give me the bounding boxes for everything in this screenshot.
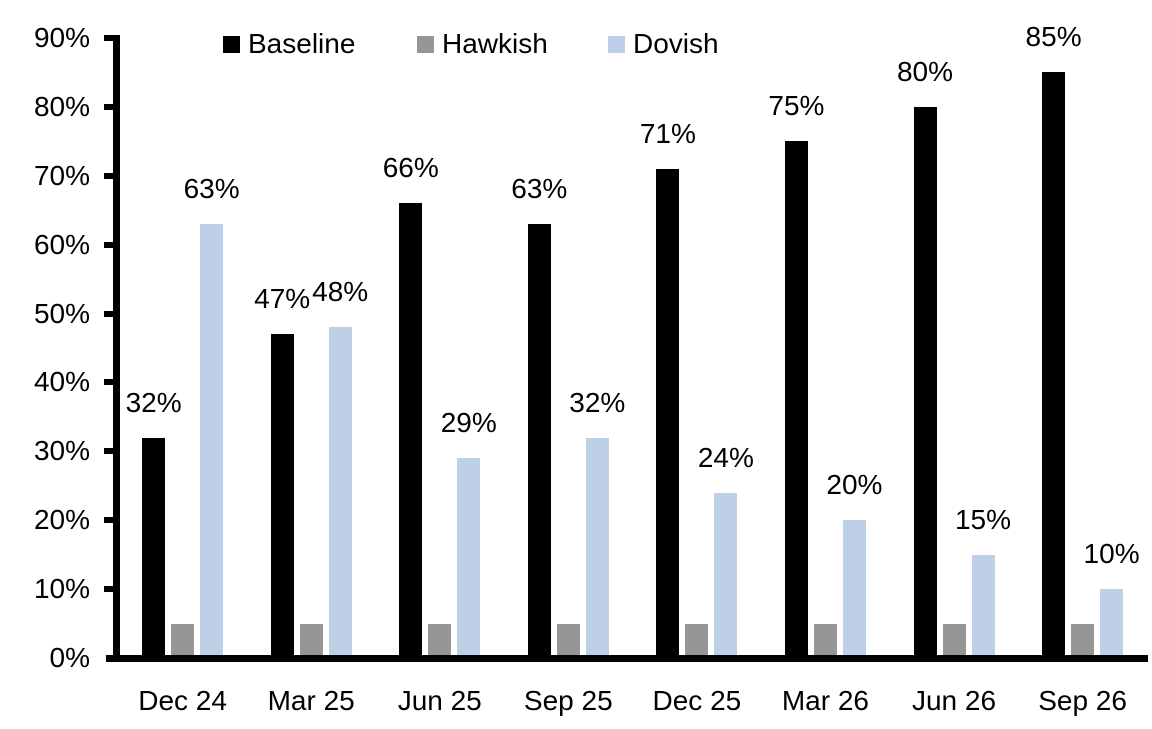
bar-label-baseline-jun-26: 80% <box>896 55 954 87</box>
legend-item-hawkish: Hawkish <box>417 27 548 61</box>
bar-label-baseline-jun-25: 66% <box>382 152 439 184</box>
bar-baseline-jun-26 <box>913 106 937 658</box>
y-tick-mark <box>104 517 113 524</box>
bar-baseline-sep-25 <box>527 224 551 658</box>
bar-label-dovish-dec-24: 63% <box>183 173 240 204</box>
bar-hawkish-sep-26 <box>1071 623 1095 658</box>
y-tick-label: 0% <box>49 642 90 673</box>
bar-label-dovish-sep-25: 32% <box>569 386 626 418</box>
bar-dovish-mar-26 <box>842 520 866 658</box>
y-tick-mark <box>104 379 113 386</box>
bar-label-dovish-dec-25: 24% <box>697 441 754 473</box>
bar-hawkish-sep-25 <box>556 623 580 658</box>
bar-dovish-mar-25 <box>328 327 352 658</box>
y-tick-mark <box>104 172 113 179</box>
bar-label-baseline-mar-26: 75% <box>768 90 825 122</box>
bar-label-baseline-dec-25: 71% <box>639 117 696 149</box>
y-axis-line <box>113 35 120 662</box>
bar-baseline-dec-24 <box>142 437 166 658</box>
bar-hawkish-dec-24 <box>171 623 195 658</box>
bar-baseline-sep-26 <box>1042 72 1066 658</box>
bar-dovish-dec-25 <box>714 492 738 658</box>
bar-label-dovish-jun-25: 29% <box>440 407 497 439</box>
bar-dovish-sep-26 <box>1100 589 1124 658</box>
bar-baseline-jun-25 <box>399 203 423 658</box>
bar-label-baseline-sep-25: 63% <box>511 173 568 204</box>
baseline-swatch-icon <box>223 35 240 53</box>
bar-hawkish-mar-26 <box>813 623 837 658</box>
bar-label-baseline-dec-24: 32% <box>125 386 182 418</box>
bar-dovish-sep-25 <box>585 437 609 658</box>
x-axis-line <box>106 655 1148 662</box>
x-tick-label-sep-26: Sep 26 <box>1038 685 1127 716</box>
y-tick-mark <box>104 103 113 110</box>
legend-label-hawkish: Hawkish <box>442 28 548 59</box>
bar-hawkish-mar-25 <box>299 623 323 658</box>
hawkish-swatch-icon <box>417 35 434 53</box>
bar-label-dovish-mar-25: 48% <box>312 276 369 308</box>
bar-dovish-dec-24 <box>200 224 224 658</box>
y-tick-label: 60% <box>33 228 90 260</box>
y-tick-mark <box>104 241 113 248</box>
y-tick-label: 10% <box>33 573 90 605</box>
x-tick-label-dec-25: Dec 25 <box>652 685 742 716</box>
y-tick-mark <box>104 310 113 317</box>
y-tick-label: 50% <box>33 297 90 329</box>
legend-label-dovish: Dovish <box>633 28 719 59</box>
bar-label-baseline-mar-25: 47% <box>254 283 311 315</box>
y-tick-mark <box>104 586 113 593</box>
x-tick-label-jun-26: Jun 26 <box>911 685 997 716</box>
bar-hawkish-jun-25 <box>428 623 452 658</box>
bar-label-dovish-jun-26: 15% <box>954 503 1012 535</box>
x-tick-label-mar-25: Mar 25 <box>267 685 355 716</box>
dovish-swatch-icon <box>608 35 625 53</box>
y-tick-label: 90% <box>33 22 90 53</box>
bar-label-dovish-sep-26: 10% <box>1083 538 1140 570</box>
y-tick-mark <box>104 35 113 41</box>
x-tick-label-sep-25: Sep 25 <box>523 685 613 716</box>
bar-baseline-mar-25 <box>270 334 294 658</box>
bar-label-baseline-sep-26: 85% <box>1025 21 1082 53</box>
y-tick-label: 20% <box>33 504 90 536</box>
y-tick-label: 30% <box>33 435 90 467</box>
y-tick-label: 80% <box>33 90 90 122</box>
y-tick-label: 70% <box>33 159 90 191</box>
bar-dovish-jun-25 <box>457 458 481 658</box>
legend-label-baseline: Baseline <box>248 28 356 59</box>
x-tick-label-jun-25: Jun 25 <box>397 685 482 716</box>
bar-baseline-dec-25 <box>656 168 680 658</box>
bar-hawkish-dec-25 <box>685 623 709 658</box>
y-tick-label: 40% <box>33 366 90 398</box>
bar-dovish-jun-26 <box>971 554 995 658</box>
legend-item-baseline: Baseline <box>223 27 355 61</box>
x-tick-label-dec-24: Dec 24 <box>138 685 227 716</box>
y-tick-mark <box>104 448 113 455</box>
bar-hawkish-jun-26 <box>942 623 966 658</box>
bar-baseline-mar-26 <box>784 141 808 658</box>
bar-label-dovish-mar-26: 20% <box>826 469 883 501</box>
legend-item-dovish: Dovish <box>608 27 719 61</box>
x-tick-label-mar-26: Mar 26 <box>781 685 870 716</box>
